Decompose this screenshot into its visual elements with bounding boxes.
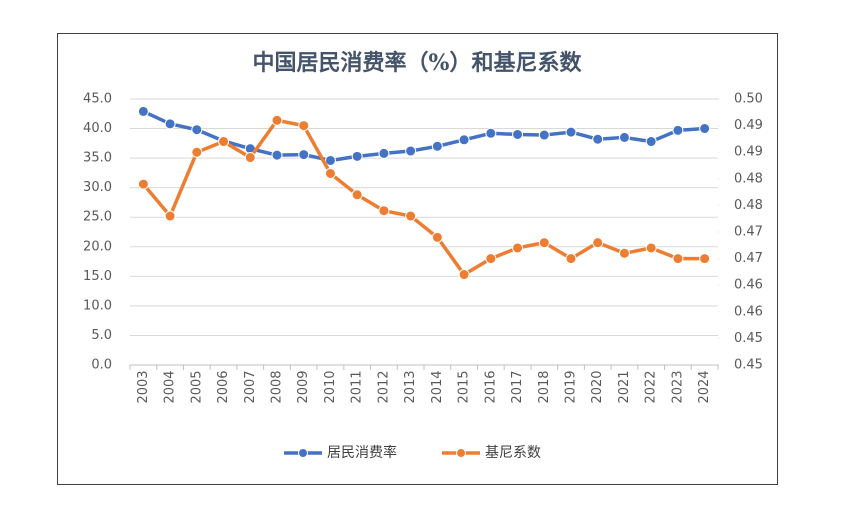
x-tick-label: 2012 bbox=[376, 370, 391, 403]
data-point bbox=[565, 253, 577, 265]
y2-tick-label: 0.50 bbox=[734, 92, 763, 107]
data-point bbox=[271, 149, 283, 161]
data-point bbox=[137, 178, 149, 190]
data-point bbox=[592, 133, 604, 145]
data-point bbox=[538, 237, 550, 249]
series-line bbox=[142, 118, 705, 277]
x-tick-label: 2023 bbox=[670, 370, 685, 403]
data-point bbox=[699, 123, 711, 135]
data-point bbox=[618, 247, 630, 259]
x-tick-label: 2010 bbox=[323, 370, 338, 403]
data-point bbox=[618, 131, 630, 143]
x-tick-label: 2014 bbox=[430, 370, 445, 403]
y-tick-label: 40.0 bbox=[83, 121, 112, 136]
data-point bbox=[592, 237, 604, 249]
legend-label: 居民消费率 bbox=[327, 444, 397, 461]
data-point bbox=[191, 124, 203, 136]
data-point bbox=[324, 167, 336, 179]
y2-tick-label: 0.47 bbox=[734, 251, 763, 266]
legend-label: 基尼系数 bbox=[485, 444, 541, 461]
chart-frame bbox=[57, 33, 778, 485]
data-point bbox=[351, 189, 363, 201]
x-tick-label: 2013 bbox=[403, 370, 418, 403]
y2-tick-label: 0.47 bbox=[734, 225, 763, 240]
data-point bbox=[378, 205, 390, 217]
data-point bbox=[324, 154, 336, 166]
x-tick-label: 2004 bbox=[163, 370, 178, 403]
data-point bbox=[645, 242, 657, 254]
x-tick-label: 2003 bbox=[136, 370, 151, 403]
data-point bbox=[164, 118, 176, 130]
data-point bbox=[218, 136, 230, 148]
y2-tick-label: 0.49 bbox=[734, 118, 763, 133]
data-point bbox=[672, 253, 684, 265]
y-tick-label: 5.0 bbox=[91, 328, 112, 343]
x-tick-label: 2021 bbox=[617, 370, 632, 403]
x-tick-label: 2018 bbox=[537, 370, 552, 403]
data-point bbox=[485, 127, 497, 139]
data-point bbox=[431, 140, 443, 152]
y-tick-label: 45.0 bbox=[83, 92, 112, 107]
y-tick-label: 10.0 bbox=[83, 298, 112, 313]
x-tick-label: 2019 bbox=[564, 370, 579, 403]
y-tick-label: 0.0 bbox=[91, 358, 112, 373]
series-line bbox=[142, 109, 705, 163]
x-tick-label: 2022 bbox=[644, 370, 659, 403]
y2-tick-label: 0.48 bbox=[734, 171, 763, 186]
x-tick-label: 2024 bbox=[697, 370, 712, 403]
data-point bbox=[298, 120, 310, 132]
x-tick-label: 2017 bbox=[510, 370, 525, 403]
data-point bbox=[512, 242, 524, 254]
data-point bbox=[351, 150, 363, 162]
data-point bbox=[512, 128, 524, 140]
x-tick-label: 2008 bbox=[270, 370, 285, 403]
data-point bbox=[538, 129, 550, 141]
x-tick-label: 2006 bbox=[216, 370, 231, 403]
data-point bbox=[699, 253, 711, 265]
data-point bbox=[244, 152, 256, 164]
y2-tick-label: 0.45 bbox=[734, 331, 763, 346]
legend-marker bbox=[298, 448, 308, 458]
x-tick-label: 2007 bbox=[243, 370, 258, 403]
data-point bbox=[405, 145, 417, 157]
y-tick-label: 20.0 bbox=[83, 239, 112, 254]
x-tick-label: 2009 bbox=[296, 370, 311, 403]
data-point bbox=[164, 210, 176, 222]
y2-tick-label: 0.46 bbox=[734, 304, 763, 319]
y-tick-label: 15.0 bbox=[83, 269, 112, 284]
data-point bbox=[271, 114, 283, 126]
y-tick-label: 25.0 bbox=[83, 210, 112, 225]
data-point bbox=[191, 146, 203, 158]
y2-tick-label: 0.46 bbox=[734, 278, 763, 293]
data-point bbox=[458, 134, 470, 146]
chart-title: 中国居民消费率（%）和基尼系数 bbox=[253, 50, 583, 76]
data-point bbox=[645, 136, 657, 148]
y2-tick-label: 0.48 bbox=[734, 198, 763, 213]
x-tick-label: 2016 bbox=[483, 370, 498, 403]
data-point bbox=[298, 149, 310, 161]
y-tick-label: 30.0 bbox=[83, 180, 112, 195]
y2-tick-label: 0.45 bbox=[734, 358, 763, 373]
x-tick-label: 2011 bbox=[350, 370, 365, 403]
data-point bbox=[672, 124, 684, 136]
x-tick-label: 2015 bbox=[457, 370, 472, 403]
data-point bbox=[405, 210, 417, 222]
x-tick-label: 2005 bbox=[189, 370, 204, 403]
legend-marker bbox=[456, 448, 466, 458]
y-tick-label: 35.0 bbox=[83, 151, 112, 166]
x-tick-label: 2020 bbox=[590, 370, 605, 403]
data-point bbox=[431, 231, 443, 243]
data-point bbox=[137, 105, 149, 117]
data-point bbox=[378, 147, 390, 159]
data-point bbox=[565, 126, 577, 138]
data-point bbox=[458, 269, 470, 281]
data-point bbox=[485, 253, 497, 265]
y2-tick-label: 0.49 bbox=[734, 145, 763, 160]
